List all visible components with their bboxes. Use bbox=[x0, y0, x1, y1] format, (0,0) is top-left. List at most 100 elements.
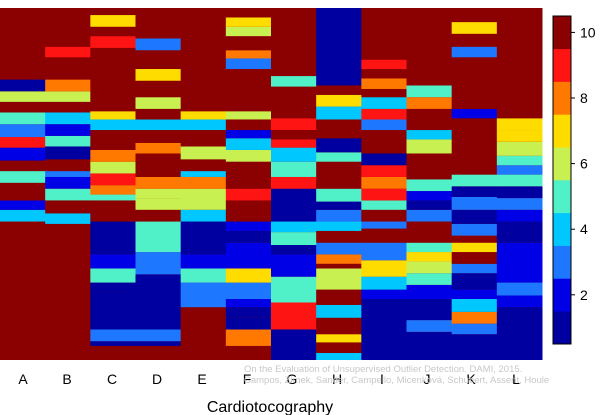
heatmap-cell-e-6 bbox=[180, 188, 227, 210]
watermark: On the Evaluation of Unsupervised Outlie… bbox=[244, 364, 549, 386]
heatmap-cell-d-18 bbox=[135, 50, 182, 70]
heatmap-cell-i-14 bbox=[361, 119, 407, 131]
heatmap-cell-f-0 bbox=[225, 345, 272, 360]
heatmap-cell-b-11 bbox=[45, 124, 91, 136]
heatmap-cell-a-0 bbox=[0, 242, 46, 360]
heatmap-cell-g-7 bbox=[271, 188, 317, 222]
heatmap-cell-f-19 bbox=[225, 58, 272, 70]
heatmap-cell-f-7 bbox=[225, 242, 272, 269]
heatmap-cell-j-15 bbox=[406, 130, 453, 140]
heatmap-cell-j-13 bbox=[406, 153, 453, 180]
heatmap-cell-j-0 bbox=[406, 331, 453, 360]
colorbar-tick-10: 10 bbox=[580, 24, 596, 40]
heatmap-cell-g-6 bbox=[271, 221, 317, 233]
heatmap-cell-d-17 bbox=[135, 69, 182, 81]
colorbar-band-9 bbox=[553, 48, 571, 82]
x-tick-k: K bbox=[466, 371, 476, 387]
x-tick-d: D bbox=[152, 371, 162, 387]
heatmap-cell-i-7 bbox=[361, 209, 407, 222]
plot-area bbox=[0, 8, 543, 360]
heatmap-cell-f-20 bbox=[225, 50, 272, 59]
heatmap-cell-l-9 bbox=[496, 165, 543, 175]
heatmap-cell-i-17 bbox=[361, 88, 407, 98]
heatmap-cell-d-3 bbox=[135, 274, 182, 330]
heatmap-cell-a-4 bbox=[0, 200, 46, 210]
heatmap-cell-d-12 bbox=[135, 130, 182, 143]
heatmap-cell-l-12 bbox=[496, 130, 543, 142]
heatmap-cell-j-3 bbox=[406, 284, 453, 299]
heatmap-cell-b-1 bbox=[45, 230, 91, 243]
colorbar-tick-8: 8 bbox=[580, 90, 588, 106]
heatmap-cell-h-18 bbox=[316, 119, 362, 139]
heatmap-cell-i-2 bbox=[361, 276, 407, 290]
heatmap-cell-l-5 bbox=[496, 209, 543, 222]
heatmap-cell-a-11 bbox=[0, 112, 46, 125]
heatmap-cell-k-7 bbox=[451, 252, 498, 264]
x-axis-ticks: A B C D E F G H I J K L bbox=[18, 371, 520, 387]
heatmap-cell-i-11 bbox=[361, 165, 407, 177]
colorbar-band-5 bbox=[553, 180, 571, 214]
heatmap-cell-c-13 bbox=[90, 149, 136, 162]
heatmap-cell-d-2 bbox=[135, 329, 182, 342]
heatmap-cell-b-7 bbox=[45, 171, 91, 177]
heatmap-cell-l-0 bbox=[496, 307, 543, 360]
heatmap-cell-l-8 bbox=[496, 174, 543, 187]
heatmap-cell-c-4 bbox=[90, 282, 136, 292]
heatmap-cell-f-9 bbox=[225, 221, 272, 231]
heatmap-cell-h-19 bbox=[316, 106, 362, 120]
heatmap-cell-k-12 bbox=[451, 196, 498, 210]
heatmap-cell-b-6 bbox=[45, 176, 91, 189]
heatmap-cell-k-3 bbox=[451, 298, 498, 312]
heatmap-cell-f-23 bbox=[225, 17, 272, 27]
heatmap-cell-c-17 bbox=[90, 101, 136, 112]
heatmap-cell-c-2 bbox=[90, 329, 136, 342]
heatmap-cell-c-20 bbox=[90, 26, 136, 37]
x-tick-g: G bbox=[287, 371, 298, 387]
heatmap-cell-g-1 bbox=[271, 302, 317, 330]
heatmap-cell-g-10 bbox=[271, 147, 317, 162]
heatmap-cell-a-1 bbox=[0, 230, 46, 243]
heatmap-cell-a-13 bbox=[0, 91, 46, 102]
heatmap-cell-e-7 bbox=[180, 176, 227, 189]
heatmap-cell-c-6 bbox=[90, 254, 136, 269]
heatmap-cell-h-4 bbox=[316, 304, 362, 318]
heatmap-cell-e-10 bbox=[180, 146, 227, 160]
heatmap-cell-l-13 bbox=[496, 118, 543, 131]
heatmap-cell-j-12 bbox=[406, 179, 453, 192]
heatmap-cell-c-9 bbox=[90, 194, 136, 201]
colorbar-band-10 bbox=[553, 16, 571, 50]
heatmap-cell-i-21 bbox=[361, 8, 407, 60]
heatmap-cell-j-2 bbox=[406, 298, 453, 321]
heatmap-cell-j-19 bbox=[406, 8, 453, 86]
heatmap-cell-h-3 bbox=[316, 317, 362, 335]
heatmap-cell-i-15 bbox=[361, 108, 407, 120]
colorbar: 2 4 6 8 10 bbox=[552, 15, 596, 345]
x-tick-j: J bbox=[424, 371, 431, 387]
heatmap-cell-f-22 bbox=[225, 26, 272, 37]
heatmap-cell-g-11 bbox=[271, 139, 317, 148]
heatmap-cell-d-7 bbox=[135, 198, 182, 210]
heatmap-cell-g-4 bbox=[271, 245, 317, 255]
heatmap-cell-f-1 bbox=[225, 329, 272, 346]
heatmap-cell-h-21 bbox=[316, 85, 362, 95]
heatmap-cell-a-15 bbox=[0, 8, 46, 80]
colorbar-frame bbox=[552, 15, 572, 345]
heatmap-cell-c-15 bbox=[90, 119, 136, 131]
heatmap-cell-c-7 bbox=[90, 221, 136, 255]
heatmap-cell-j-7 bbox=[406, 242, 453, 253]
heatmap-cell-b-18 bbox=[45, 8, 91, 47]
heatmap-cell-l-6 bbox=[496, 198, 543, 210]
x-tick-l: L bbox=[512, 371, 520, 387]
heatmap-cell-h-17 bbox=[316, 138, 362, 153]
heatmap-cell-k-4 bbox=[451, 289, 498, 299]
heatmap-cell-c-12 bbox=[90, 161, 136, 174]
heatmap-cell-h-13 bbox=[316, 201, 362, 210]
heatmap-cell-b-17 bbox=[45, 46, 91, 58]
heatmap-cell-h-15 bbox=[316, 161, 362, 189]
heatmap-cell-d-14 bbox=[135, 108, 182, 120]
heatmap-cell-j-18 bbox=[406, 85, 453, 98]
heatmap-cell-k-5 bbox=[451, 273, 498, 290]
heatmap-cell-h-7 bbox=[316, 263, 362, 269]
heatmap-cell-b-5 bbox=[45, 188, 91, 201]
heatmap-cell-i-1 bbox=[361, 289, 407, 299]
